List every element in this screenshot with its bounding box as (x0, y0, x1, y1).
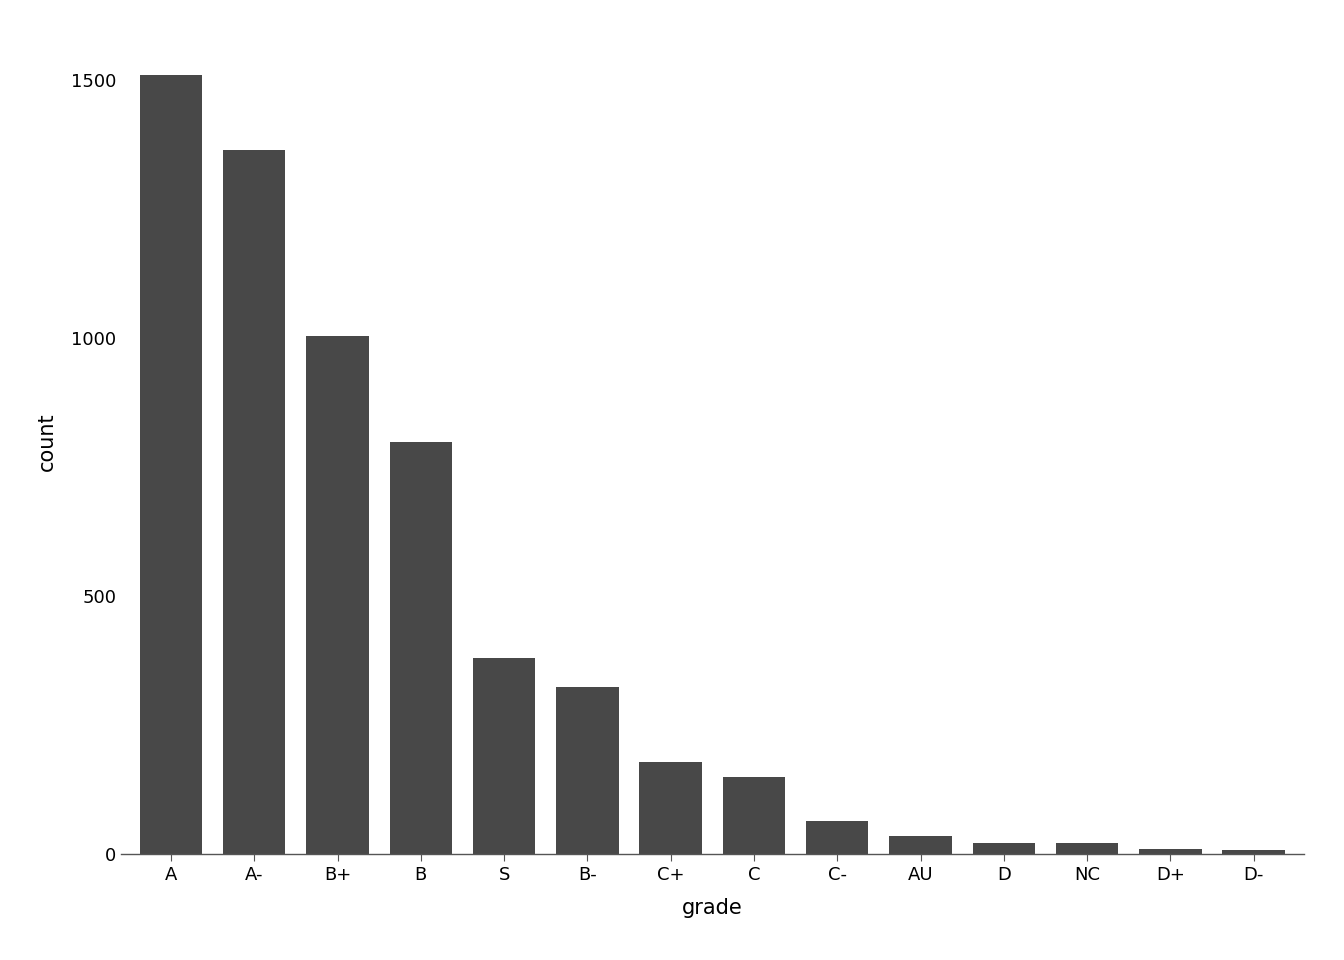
Bar (640, 761, 702, 854)
Bar (140, 75, 202, 854)
Bar (890, 836, 952, 854)
Bar (1140, 850, 1202, 854)
Bar (806, 821, 868, 854)
Y-axis label: count: count (36, 412, 56, 471)
Bar (390, 442, 452, 854)
Bar (556, 686, 618, 854)
Bar (306, 336, 368, 854)
Bar (723, 777, 785, 854)
Bar (1056, 843, 1118, 854)
Bar (223, 150, 285, 854)
Bar (973, 843, 1035, 854)
X-axis label: grade: grade (681, 899, 743, 918)
Bar (473, 659, 535, 854)
Bar (1223, 851, 1285, 854)
